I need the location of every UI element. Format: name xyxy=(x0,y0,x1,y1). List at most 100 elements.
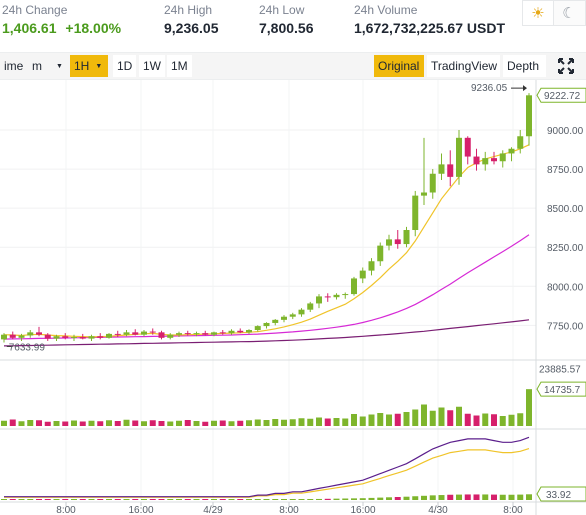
indicator-bar xyxy=(184,499,191,500)
volume-bar xyxy=(526,389,532,426)
indicator-bar xyxy=(114,499,121,500)
candle-body xyxy=(62,336,69,338)
indicator-bar xyxy=(333,498,340,500)
stat-label: 24h Volume xyxy=(354,3,418,17)
volume-bar xyxy=(447,410,454,426)
candle-body xyxy=(289,314,296,317)
indicator-bar xyxy=(246,499,252,500)
sun-icon[interactable]: ☀ xyxy=(523,1,554,25)
candle-body xyxy=(386,239,392,246)
indicator-bar xyxy=(386,497,392,500)
volume-bar xyxy=(342,418,349,426)
volume-bar xyxy=(368,414,375,426)
candle-body xyxy=(464,137,471,157)
indicator-bar xyxy=(158,499,165,500)
volume-bar xyxy=(421,404,427,426)
indicator-bar xyxy=(202,499,209,500)
volume-bar xyxy=(429,410,436,426)
indicator-bar xyxy=(36,499,42,500)
indicator-bar xyxy=(324,498,331,500)
indicator-current-tag xyxy=(536,486,586,502)
minutes-dropdown[interactable]: m ▼ xyxy=(28,55,66,77)
indicator-bar xyxy=(403,496,410,500)
volume-bar xyxy=(254,419,261,426)
volume-bar xyxy=(351,414,357,426)
indicator-bar xyxy=(412,496,419,500)
volume-bar xyxy=(97,421,104,426)
candle-body xyxy=(132,332,139,335)
indicator-bar xyxy=(193,499,200,500)
candle-body xyxy=(79,337,86,339)
candle-body xyxy=(114,333,121,335)
interval-1d-button[interactable]: 1D xyxy=(113,55,137,77)
volume-bar xyxy=(464,413,471,426)
indicator-bar xyxy=(517,494,524,500)
volume-bar xyxy=(272,419,279,426)
volume-bar xyxy=(53,421,60,426)
candle-body xyxy=(202,333,209,335)
candle-body xyxy=(351,278,357,295)
x-tick-label: 8:00 xyxy=(503,505,523,515)
x-tick-label: 4/29 xyxy=(203,505,223,515)
candle-body xyxy=(149,331,156,333)
indicator-bar xyxy=(97,499,104,500)
indicator-bar xyxy=(88,499,95,500)
depth-tab[interactable]: Depth xyxy=(503,55,546,77)
indicator-bar xyxy=(167,499,174,500)
volume-bar xyxy=(517,413,524,426)
original-tab[interactable]: Original xyxy=(374,55,424,77)
indicator-bar xyxy=(44,499,51,500)
volume-bar xyxy=(473,415,480,426)
interval-1h-dropdown[interactable]: 1H ▼ xyxy=(70,55,108,77)
volume-bar xyxy=(316,417,322,426)
volume-bar xyxy=(36,420,42,426)
volume-bar xyxy=(456,406,462,426)
stat-value: 9,236.05 xyxy=(164,20,219,36)
indicator-bar xyxy=(447,494,454,500)
volume-bar xyxy=(289,419,296,426)
candle-body xyxy=(342,294,349,296)
candle-body xyxy=(193,333,200,335)
candle-body xyxy=(176,333,182,335)
volume-bar xyxy=(18,421,25,426)
volume-bar xyxy=(237,420,244,426)
time-button[interactable]: ime xyxy=(4,59,24,73)
stat-label: 24h High xyxy=(164,3,213,17)
y-tick-label: 8750.00 xyxy=(547,165,584,176)
candle-body xyxy=(403,230,410,245)
candle-body xyxy=(394,239,401,245)
interval-1w-button[interactable]: 1W xyxy=(139,55,165,77)
volume-bar xyxy=(412,409,419,426)
indicator-bar xyxy=(27,499,34,500)
volume-bar xyxy=(508,414,515,426)
candle-body xyxy=(517,136,524,149)
indicator-bar xyxy=(79,499,86,500)
y-tick-label: 8250.00 xyxy=(547,243,584,254)
indicator-bar xyxy=(176,499,182,500)
candle-body xyxy=(9,334,16,338)
moon-icon[interactable]: ☾ xyxy=(562,5,576,22)
stat-value: 1,406.61 +18.00% xyxy=(2,20,121,36)
volume-bar xyxy=(9,419,16,426)
indicator-bar xyxy=(351,498,357,500)
volume-bar xyxy=(438,407,445,426)
indicator-bar xyxy=(359,498,366,500)
candle-body xyxy=(438,164,445,174)
ticker-stats: 24h Change 1,406.61 +18.00% 24h High 9,2… xyxy=(0,0,586,48)
indicator-bar xyxy=(228,499,235,500)
candle-body xyxy=(237,330,244,333)
low-marker-label: 7633.99 xyxy=(9,342,46,353)
price-chart[interactable]: 9000.00 8750.00 8500.00 8250.00 8000.00 7750.… xyxy=(0,80,586,515)
candle-body xyxy=(158,332,165,338)
tradingview-tab[interactable]: TradingView xyxy=(427,55,500,77)
candle-body xyxy=(316,296,322,304)
fullscreen-icon[interactable] xyxy=(553,55,579,77)
chart-toolbar: ime m ▼ 1H ▼ 1D 1W 1M Original TradingView… xyxy=(0,52,586,80)
volume-bar xyxy=(263,420,270,426)
volume-bar xyxy=(394,413,401,426)
interval-1m-button[interactable]: 1M xyxy=(167,55,192,77)
indicator-bar xyxy=(316,498,322,500)
candle-body xyxy=(281,316,287,320)
indicator-bar xyxy=(1,499,7,500)
fullscreen-glyph xyxy=(558,58,574,74)
